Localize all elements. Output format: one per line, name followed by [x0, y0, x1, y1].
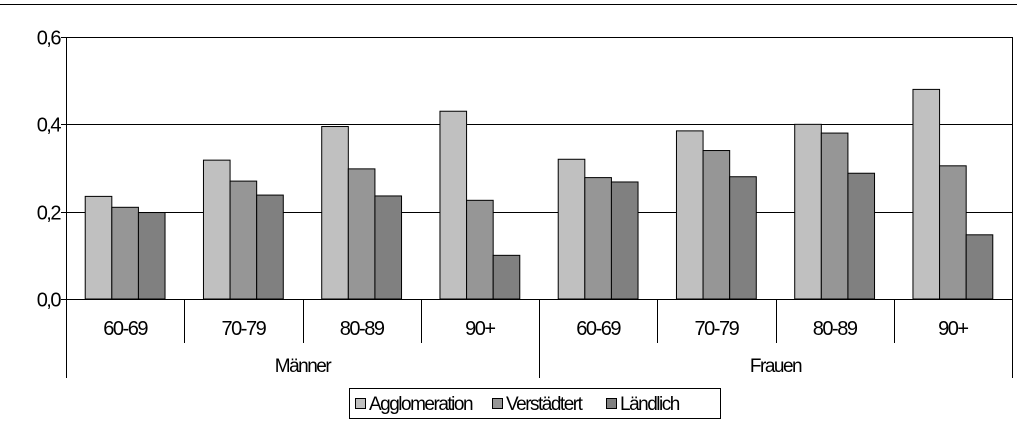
legend: Agglomeration Verstädtert Ländlich: [349, 388, 721, 419]
legend-swatch-agglomeration: [355, 398, 366, 409]
bar-ländlich-60-69: [137, 212, 166, 300]
bar-verstädtert-80-89: [347, 168, 376, 300]
bar-verstädtert-60-69: [584, 177, 612, 300]
legend-swatch-verstädtert: [492, 398, 503, 409]
category-label: 60-69: [103, 318, 148, 340]
bar-ländlich-90+: [965, 234, 994, 300]
bar-ländlich-70-79: [729, 176, 757, 300]
category-label: 80-89: [340, 318, 385, 340]
bar-agglomeration-80-89: [794, 123, 822, 300]
bar-agglomeration-70-79: [202, 159, 231, 300]
bar-ländlich-70-79: [256, 194, 284, 300]
bar-agglomeration-60-69: [84, 195, 113, 300]
y-tick-label: 0,2: [37, 203, 62, 225]
legend-label-verstädtert: Verstädtert: [506, 394, 584, 415]
bar-agglomeration-70-79: [675, 130, 704, 300]
bar-agglomeration-90+: [912, 88, 941, 300]
bar-verstädtert-80-89: [820, 132, 849, 300]
legend-label-agglomeration: Agglomeration: [369, 394, 473, 415]
y-tick-label: 0,4: [37, 115, 62, 137]
legend-label-ländlich: Ländlich: [620, 394, 680, 415]
bar-verstädtert-90+: [466, 199, 494, 300]
bar-ländlich-80-89: [847, 172, 876, 300]
category-label: 70-79: [222, 318, 267, 340]
bar-verstädtert-70-79: [702, 150, 731, 300]
group-label: Männer: [275, 356, 333, 377]
y-tick-label: 0,6: [37, 28, 62, 50]
bar-ländlich-80-89: [374, 195, 403, 300]
bar-ländlich-90+: [492, 254, 521, 300]
bar-verstädtert-70-79: [229, 180, 258, 300]
bar-verstädtert-90+: [939, 165, 967, 300]
category-label: 90+: [938, 318, 968, 340]
category-label: 70-79: [695, 318, 740, 340]
bar-verstädtert-60-69: [111, 206, 139, 300]
bar-agglomeration-60-69: [557, 158, 586, 300]
axis-labels: 0,0 0,2 0,4 0,6 60-69 70-79 80-89 90+ 60-69 70-79…: [37, 28, 970, 378]
category-label: 90+: [465, 318, 495, 340]
group-label: Frauen: [750, 356, 802, 377]
y-tick-label: 0,0: [37, 290, 62, 312]
axes: [61, 37, 1013, 378]
bar-ländlich-60-69: [610, 181, 639, 300]
legend-swatch-ländlich: [606, 398, 617, 409]
bar-agglomeration-80-89: [321, 126, 349, 300]
category-label: 80-89: [813, 318, 858, 340]
bars: [84, 88, 994, 300]
category-label: 60-69: [576, 318, 621, 340]
bar-agglomeration-90+: [439, 110, 468, 300]
legend-box: [349, 388, 721, 419]
